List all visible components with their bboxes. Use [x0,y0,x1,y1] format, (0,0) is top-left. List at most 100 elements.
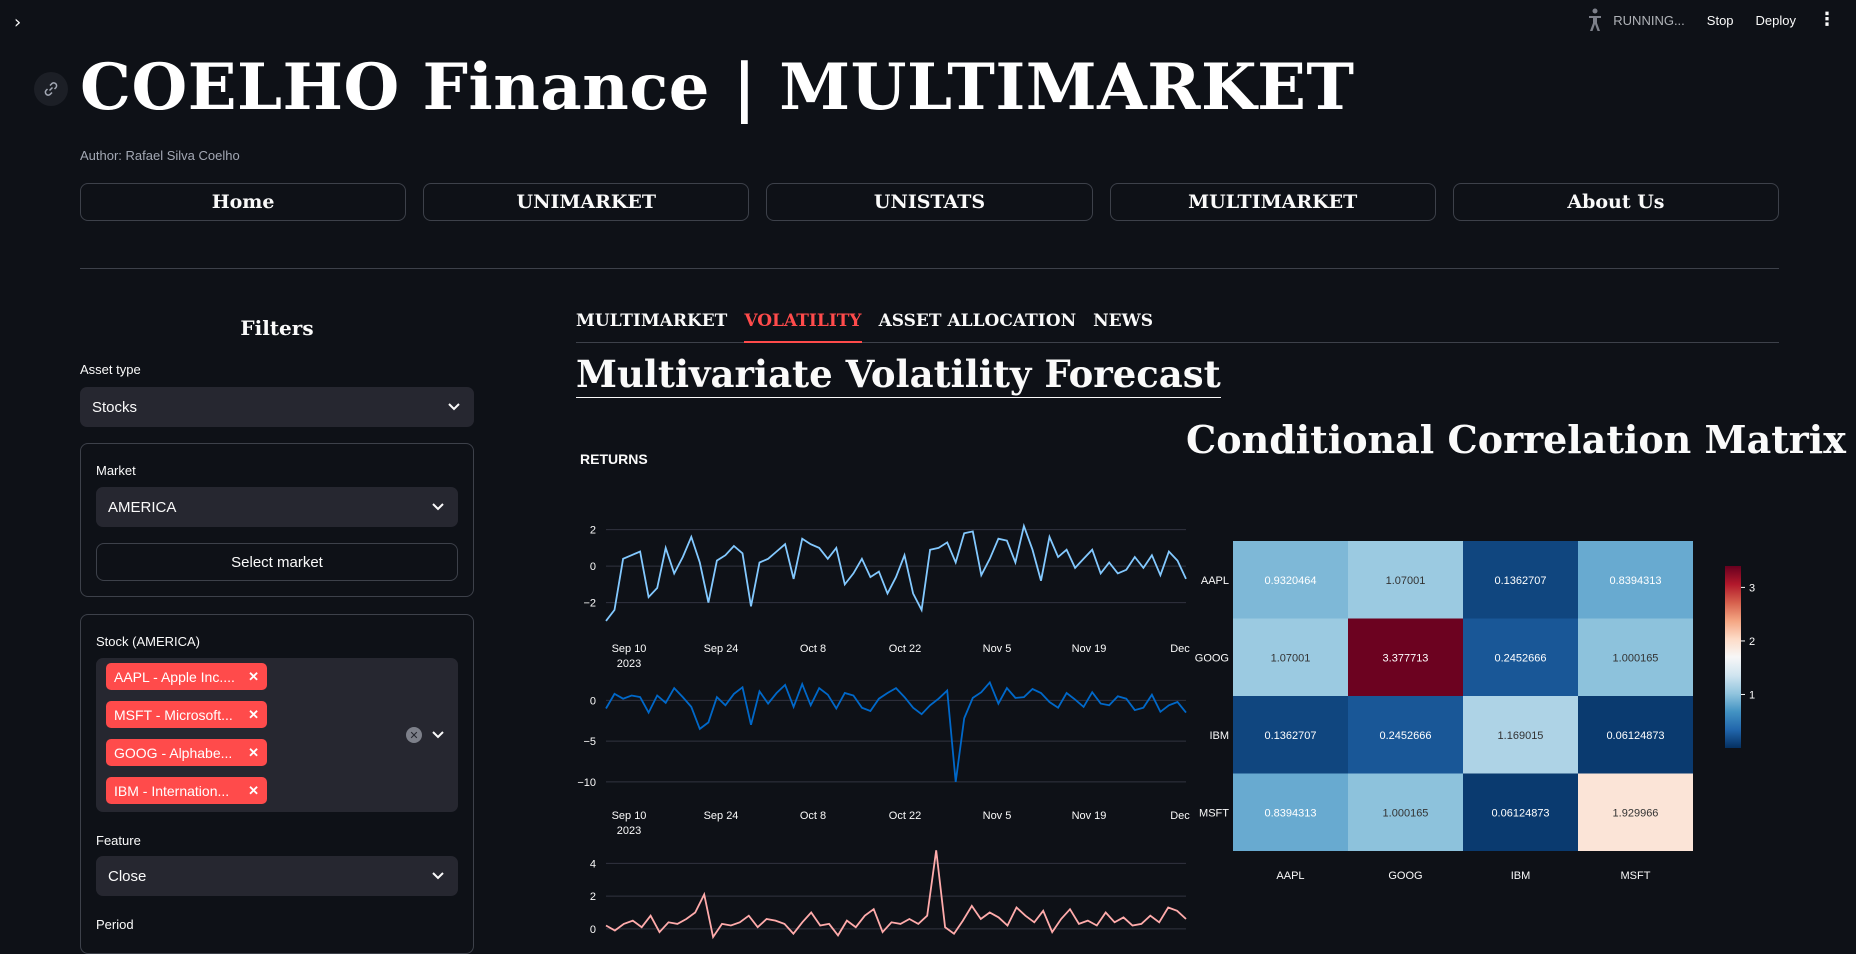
heatmap-cell [1463,618,1578,696]
stock-label: Stock (AMERICA) [96,634,201,649]
heatmap-value-label: 1.169015 [1498,730,1544,742]
heatmap-col-label: GOOG [1388,870,1422,882]
heatmap-value-label: 0.8394313 [1265,807,1317,819]
asset-type-select[interactable]: Stocks [80,387,474,427]
heatmap-cell [1233,696,1348,774]
heatmap-col-label: IBM [1511,870,1531,882]
heatmap-row-label: IBM [1209,730,1229,742]
clear-all-icon[interactable]: ✕ [406,727,422,743]
heatmap-cell [1578,541,1693,619]
y-tick-label: 4 [590,858,596,870]
period-label: Period [96,917,134,932]
author-caption: Author: Rafael Silva Coelho [80,148,240,163]
heatmap-value-label: 0.2452666 [1495,652,1547,664]
heatmap-cell [1578,696,1693,774]
select-market-button[interactable]: Select market [96,543,458,581]
heatmap-value-label: 1.000165 [1383,807,1429,819]
returns-title: RETURNS [580,451,648,467]
remove-tag-icon[interactable]: ✕ [248,744,259,760]
series-panel-aapl: 2 0 −2 Sep 10 Sep 24 Oct 8 Oct 22 Nov 5 Nov 19 De… [583,522,1190,670]
x-tick-label: Nov 19 [1072,643,1107,655]
stock-tag[interactable]: GOOG - Alphabe... ✕ [106,739,267,766]
heatmap-cell [1463,773,1578,851]
colorbar-tick-label: 2 [1749,636,1755,648]
series-line-aapl [605,522,1187,622]
remove-tag-icon[interactable]: ✕ [248,706,259,722]
heatmap-cell [1578,773,1693,851]
colorbar [1725,566,1741,748]
series-panel-ibm: 4 2 0 [590,850,1187,940]
filters-title: Filters [240,316,314,340]
nav-unistats-button[interactable]: UNISTATS [766,183,1093,221]
x-tick-label: Dec [1170,810,1190,822]
market-label: Market [96,463,136,478]
market-select[interactable]: AMERICA [96,487,458,527]
x-tick-label: Sep 10 [612,643,647,655]
y-tick-label: 0 [590,695,596,707]
tab-multimarket[interactable]: MULTIMARKET [576,311,728,331]
heatmap-cell [1463,541,1578,619]
heatmap-value-label: 0.1362707 [1265,730,1317,742]
expand-sidebar-icon[interactable]: › [14,12,22,33]
deploy-button[interactable]: Deploy [1755,12,1796,28]
y-tick-label: −2 [583,598,596,610]
asset-type-value: Stocks [92,398,138,416]
y-tick-label: 2 [590,525,596,537]
heatmap-title: Conditional Correlation Matrix [1186,417,1846,462]
heatmap-cell [1348,541,1463,619]
stock-tag[interactable]: AAPL - Apple Inc.... ✕ [106,663,267,690]
chevron-down-icon[interactable] [432,731,444,739]
x-tick-label: Nov 19 [1072,810,1107,822]
market-form [80,443,474,597]
page-title: COELHO Finance | MULTIMARKET [80,50,1355,125]
market-value: AMERICA [108,498,177,516]
x-tick-label: Oct 22 [889,643,921,655]
x-tick-label: Sep 24 [704,810,739,822]
main-menu-icon[interactable]: ⋮ [1818,9,1836,30]
heatmap-value-label: 0.1362707 [1495,575,1547,587]
feature-label: Feature [96,833,141,848]
tab-news[interactable]: NEWS [1093,311,1153,331]
correlation-heatmap: 0.9320464 1.07001 0.1362707 0.8394313 1.0700… [1195,541,1755,882]
top-bar: › RUNNING... Stop Deploy ⋮ [0,0,1856,44]
y-tick-label: −10 [577,777,596,789]
heatmap-value-label: 1.000165 [1613,652,1659,664]
y-tick-label: 0 [590,561,596,573]
x-tick-label: Oct 22 [889,810,921,822]
heatmap-cell [1348,696,1463,774]
asset-type-label: Asset type [80,362,141,377]
nav-about-button[interactable]: About Us [1452,183,1780,221]
anchor-link-icon[interactable] [34,72,68,106]
stop-button[interactable]: Stop [1706,12,1734,28]
chevron-down-icon [432,872,444,880]
tab-volatility[interactable]: VOLATILITY [744,308,862,343]
nav-unimarket-button[interactable]: UNIMARKET [423,183,750,221]
heatmap-row-label: MSFT [1199,807,1229,819]
heatmap-row-label: GOOG [1195,652,1229,664]
heatmap-cell [1233,618,1348,696]
feature-select[interactable]: Close [96,856,458,896]
heatmap-cell [1348,773,1463,851]
tab-bar: MULTIMARKET VOLATILITY ASSET ALLOCATION … [576,308,1779,343]
heatmap-value-label: 1.929966 [1613,807,1659,819]
heatmap-value-label: 0.8394313 [1610,575,1662,587]
x-tick-label: Oct 8 [800,810,826,822]
remove-tag-icon[interactable]: ✕ [248,782,259,798]
stock-tag[interactable]: MSFT - Microsoft... ✕ [106,701,267,728]
heatmap-value-label: 0.9320464 [1265,575,1317,587]
series-panel-goog: 0 −5 −10 Sep 10 Sep 24 Oct 8 Oct 22 Nov 5 Nov 19… [577,680,1190,837]
stock-multiselect[interactable]: AAPL - Apple Inc.... ✕ MSFT - Microsoft..… [96,658,458,812]
nav-multimarket-button[interactable]: MULTIMARKET [1109,183,1436,221]
returns-line-charts: 2 0 −2 Sep 10 Sep 24 Oct 8 Oct 22 Nov 5 Nov 19 De… [577,522,1190,940]
heatmap-value-label: 0.06124873 [1491,807,1549,819]
chevron-down-icon [432,503,444,511]
tab-asset-allocation[interactable]: ASSET ALLOCATION [878,311,1077,331]
series-line-goog [605,680,1187,783]
status-area: RUNNING... Stop Deploy ⋮ [1585,8,1856,32]
nav-home-button[interactable]: Home [80,183,407,221]
x-tick-label: Oct 8 [800,643,826,655]
heatmap-value-label: 1.07001 [1386,575,1426,587]
series-line-ibm [605,850,1187,940]
stock-tag[interactable]: IBM - Internation... ✕ [106,777,267,804]
remove-tag-icon[interactable]: ✕ [248,668,259,684]
